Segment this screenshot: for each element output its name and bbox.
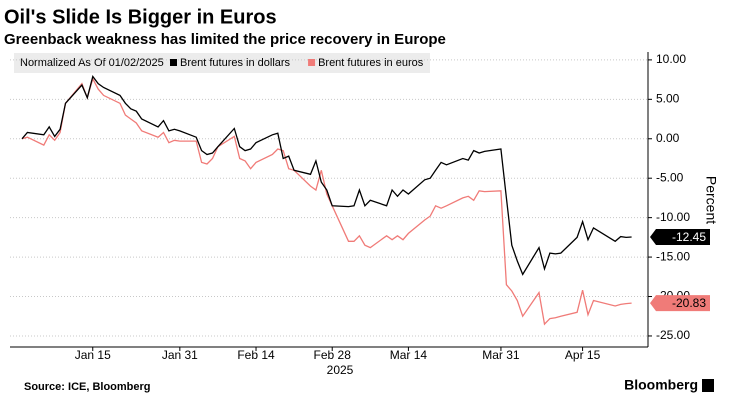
end-label-box [650, 228, 710, 245]
brand: Bloomberg [624, 377, 698, 393]
chart-subtitle: Greenback weakness has limited the price… [4, 31, 446, 48]
legend-swatch [308, 59, 316, 66]
chart-title: Oil's Slide Is Bigger in Euros [4, 6, 277, 28]
end-label: -12.45 [672, 230, 706, 244]
y-tick-label: 5.00 [656, 91, 680, 105]
brand-icon [702, 379, 714, 392]
y-tick-label: -5.00 [656, 170, 684, 184]
y-tick-label: -25.00 [656, 328, 690, 342]
source: Source: ICE, Bloomberg [24, 381, 151, 393]
x-tick-label: Jan 31 [162, 348, 198, 362]
line-series [21, 75, 632, 276]
x-tick-label: Feb 14 [237, 348, 275, 362]
y-tick-label: -15.00 [656, 249, 690, 263]
legend-swatch [170, 59, 177, 66]
x-tick-label: Mar 31 [482, 348, 520, 362]
end-label: -20.83 [672, 296, 706, 310]
line-series [21, 77, 632, 326]
x-tick-label: Feb 28 [314, 348, 352, 362]
legend-label: Brent futures in euros [318, 57, 424, 69]
x-axis-label: 2025 [327, 363, 354, 377]
y-axis-label: Percent [703, 176, 719, 224]
y-tick-label: -10.00 [656, 210, 690, 224]
y-tick-label: 0.00 [656, 131, 680, 145]
legend-label: Brent futures in dollars [180, 57, 291, 69]
legend-box [14, 53, 430, 73]
legend-title: Normalized As Of 01/02/2025 [20, 57, 164, 69]
x-tick-label: Mar 14 [390, 348, 428, 362]
x-tick-label: Apr 15 [565, 348, 601, 362]
x-tick-label: Jan 15 [75, 348, 111, 362]
end-label-box [650, 295, 710, 312]
y-tick-label: 10.00 [656, 52, 686, 66]
